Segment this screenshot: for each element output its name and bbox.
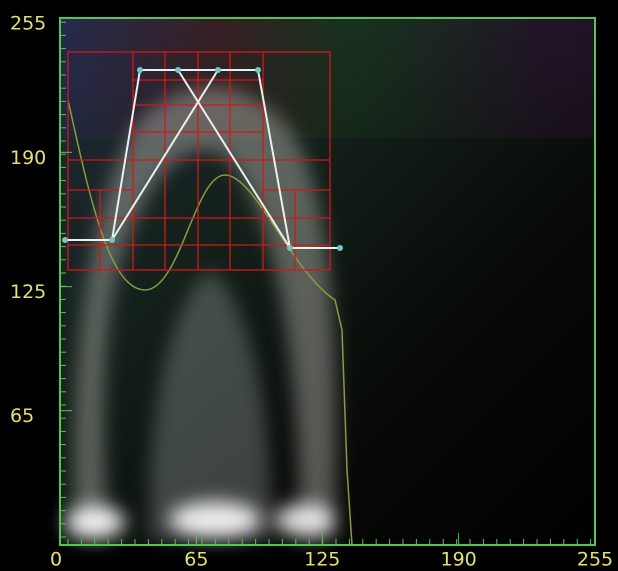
y-tick-label: 190 [10,147,46,169]
histogram-peak [275,504,335,536]
y-tick-label: 255 [10,13,46,35]
control-point[interactable] [255,67,261,73]
control-point[interactable] [137,67,143,73]
control-point[interactable] [287,245,293,251]
y-tick-label: 125 [10,281,46,303]
control-point[interactable] [109,237,115,243]
x-tick-label: 125 [304,549,340,571]
control-point[interactable] [215,67,221,73]
x-tick-label: 255 [577,549,613,571]
histogram-peak [65,506,125,538]
control-point[interactable] [337,245,343,251]
x-tick-label: 0 [50,549,62,571]
y-tick-label: 65 [10,405,34,427]
control-point[interactable] [175,67,181,73]
transfer-function-editor: 0 65 125 190 255 65 125 190 255 [0,0,618,571]
x-tick-label: 190 [440,549,476,571]
control-point[interactable] [62,237,68,243]
x-tick-label: 65 [184,549,208,571]
histogram-peak [170,502,260,538]
